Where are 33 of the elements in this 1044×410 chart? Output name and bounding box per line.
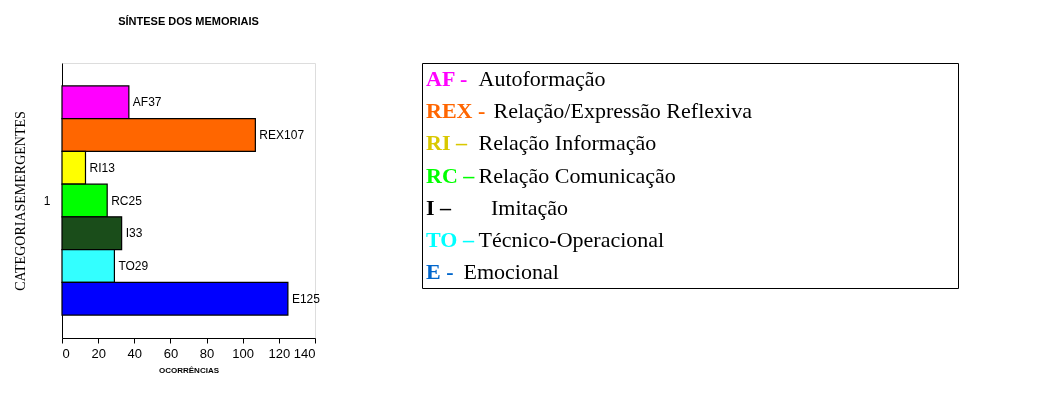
data-label: E125 [291, 291, 321, 306]
x-tick-label: 20 [91, 345, 106, 361]
category-label: RC – [426, 162, 476, 188]
text: Relação Informação [478, 130, 657, 156]
data-label: TO29 [118, 258, 149, 273]
text: Emocional [463, 258, 559, 284]
y-tick-label: 1 [43, 193, 51, 208]
x-tick-label: 100 [232, 345, 255, 361]
text: Relação Comunicação [478, 162, 676, 188]
text: Autoformação [478, 66, 606, 92]
data-label: RI13 [89, 160, 116, 175]
category-label: AF - [426, 66, 468, 92]
category-label: TO – [426, 226, 475, 252]
data-label: I33 [125, 226, 143, 241]
text: Técnico-Operacional [478, 226, 665, 252]
category-label: I – [426, 194, 453, 220]
x-axis-title: OCORRÊNCIAS [158, 365, 220, 375]
y-axis-title: CATEGORIASEMERGENTES [12, 111, 28, 291]
x-tick-label: 60 [163, 345, 179, 361]
category-label: REX - [426, 98, 486, 124]
x-tick-label: 80 [199, 345, 215, 361]
data-label: RC25 [111, 193, 143, 208]
x-tick-label: 40 [127, 345, 143, 361]
x-tick-label: 120 [268, 345, 291, 361]
category-label: RI – [426, 130, 468, 156]
data-label: REX107 [259, 128, 305, 143]
x-tick-label: 140 [293, 345, 316, 361]
category-label: E - [426, 258, 454, 284]
text: Relação/Expressão Reflexiva [493, 98, 753, 124]
chart-title: SÍNTESE DOS MEMORIAIS [118, 15, 259, 27]
x-tick-label: 0 [62, 345, 70, 361]
text: Imitação [491, 194, 568, 220]
data-label: AF37 [132, 95, 162, 110]
